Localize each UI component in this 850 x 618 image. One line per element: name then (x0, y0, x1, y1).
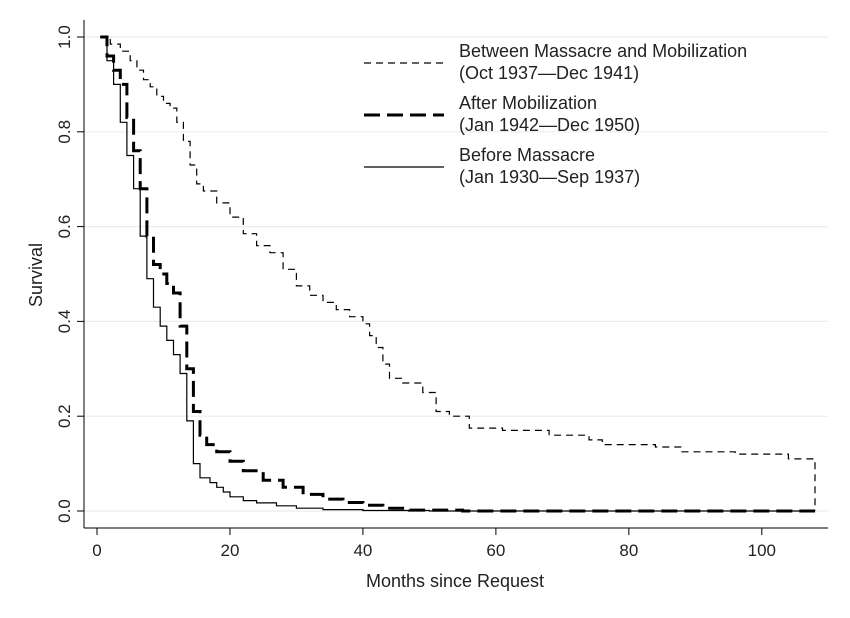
series-line-dashed-thick (100, 35, 815, 513)
series-line-solid (100, 36, 815, 512)
legend-sublabel: (Jan 1942—Dec 1950) (459, 115, 640, 135)
legend-label: After Mobilization (459, 93, 597, 113)
y-tick-label: 0.2 (55, 404, 74, 428)
y-tick-label: 1.0 (55, 25, 74, 49)
x-tick-label: 0 (92, 541, 101, 560)
legend: Between Massacre and Mobilization(Oct 19… (364, 41, 747, 187)
x-tick-label: 40 (353, 541, 372, 560)
y-axis-title: Survival (26, 243, 46, 307)
legend-sublabel: (Oct 1937—Dec 1941) (459, 63, 639, 83)
x-tick-label: 80 (619, 541, 638, 560)
axes: 0.0 0.2 0.4 0.6 0.8 1.0 0 20 40 60 80 100 (55, 20, 828, 560)
y-tick-label: 0.0 (55, 499, 74, 523)
legend-sublabel: (Jan 1930—Sep 1937) (459, 167, 640, 187)
legend-label: Between Massacre and Mobilization (459, 41, 747, 61)
x-axis-title: Months since Request (366, 571, 544, 591)
x-tick-label: 60 (486, 541, 505, 560)
y-tick-label: 0.4 (55, 310, 74, 334)
legend-label: Before Massacre (459, 145, 595, 165)
y-tick-label: 0.8 (55, 120, 74, 144)
y-tick-label: 0.6 (55, 215, 74, 239)
series-line-dashed-thin (100, 36, 816, 511)
x-tick-label: 20 (221, 541, 240, 560)
series-lines (100, 35, 816, 513)
x-tick-label: 100 (748, 541, 776, 560)
